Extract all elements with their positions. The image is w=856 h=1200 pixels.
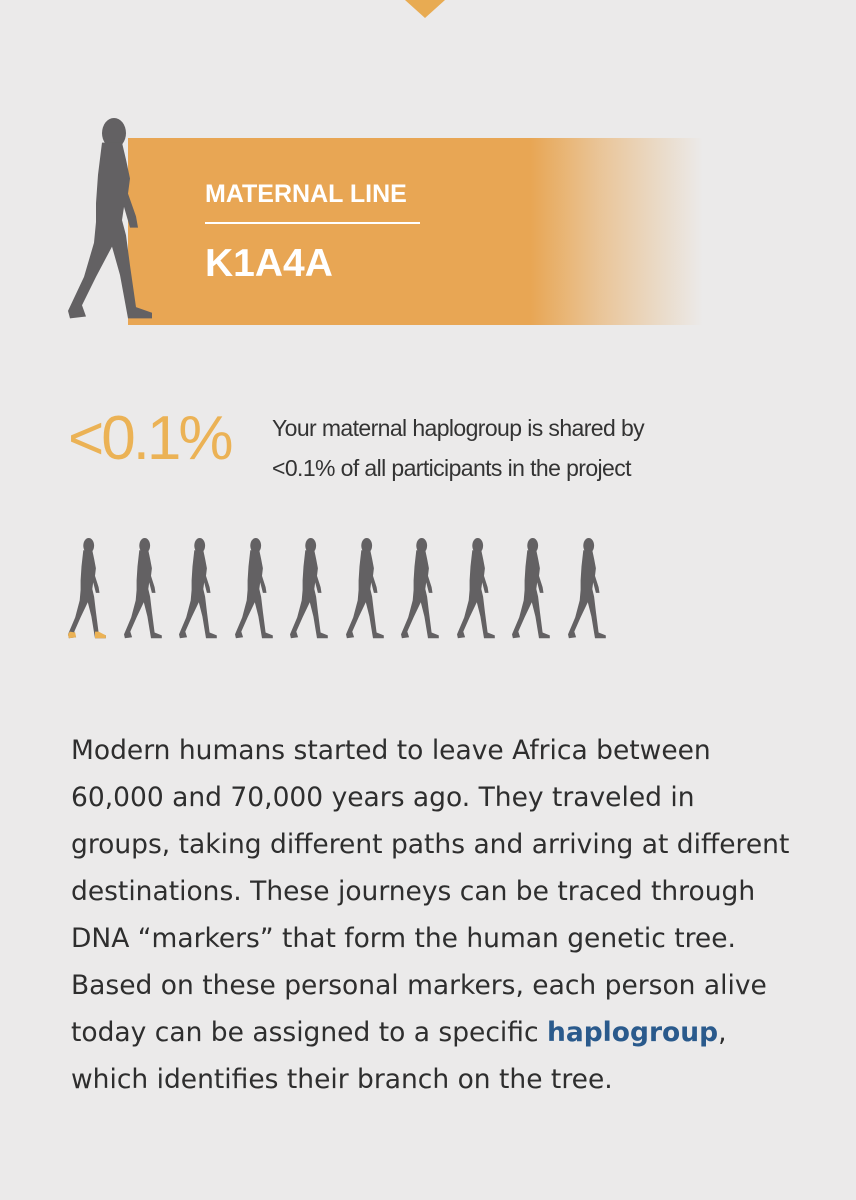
- percent-value: <0.1%: [68, 404, 234, 473]
- highlight-fill: [95, 631, 106, 639]
- person-figure-icon: [124, 538, 169, 642]
- percent-description: Your maternal haplogroup is shared by <0…: [272, 415, 645, 481]
- population-figures: [68, 538, 623, 642]
- paragraph-text-end: , which identifies their branch on the t…: [71, 1016, 727, 1095]
- person-figure-icon: [512, 538, 557, 642]
- intro-paragraph: Modern humans started to leave Africa be…: [71, 727, 791, 1103]
- person-figure-icon: [179, 538, 224, 642]
- haplogroup-value: K1A4A: [205, 242, 333, 285]
- maternal-line-banner: [128, 138, 703, 325]
- person-figure-icon: [568, 538, 613, 642]
- person-figure-icon: [290, 538, 335, 642]
- maternal-line-label: MATERNAL LINE: [205, 180, 407, 208]
- divider: [205, 222, 420, 224]
- person-figure-icon: [401, 538, 446, 642]
- woman-silhouette-icon: [68, 118, 168, 326]
- person-figure-icon: [235, 538, 280, 642]
- person-figure-icon: [346, 538, 391, 642]
- person-figure-icon: [457, 538, 502, 642]
- scroll-down-arrow-icon: [405, 0, 445, 18]
- haplogroup-link[interactable]: haplogroup: [546, 1016, 719, 1048]
- person-figure-icon: [68, 538, 106, 639]
- highlight-fill: [68, 631, 77, 639]
- paragraph-text: Modern humans started to leave Africa be…: [71, 734, 790, 1048]
